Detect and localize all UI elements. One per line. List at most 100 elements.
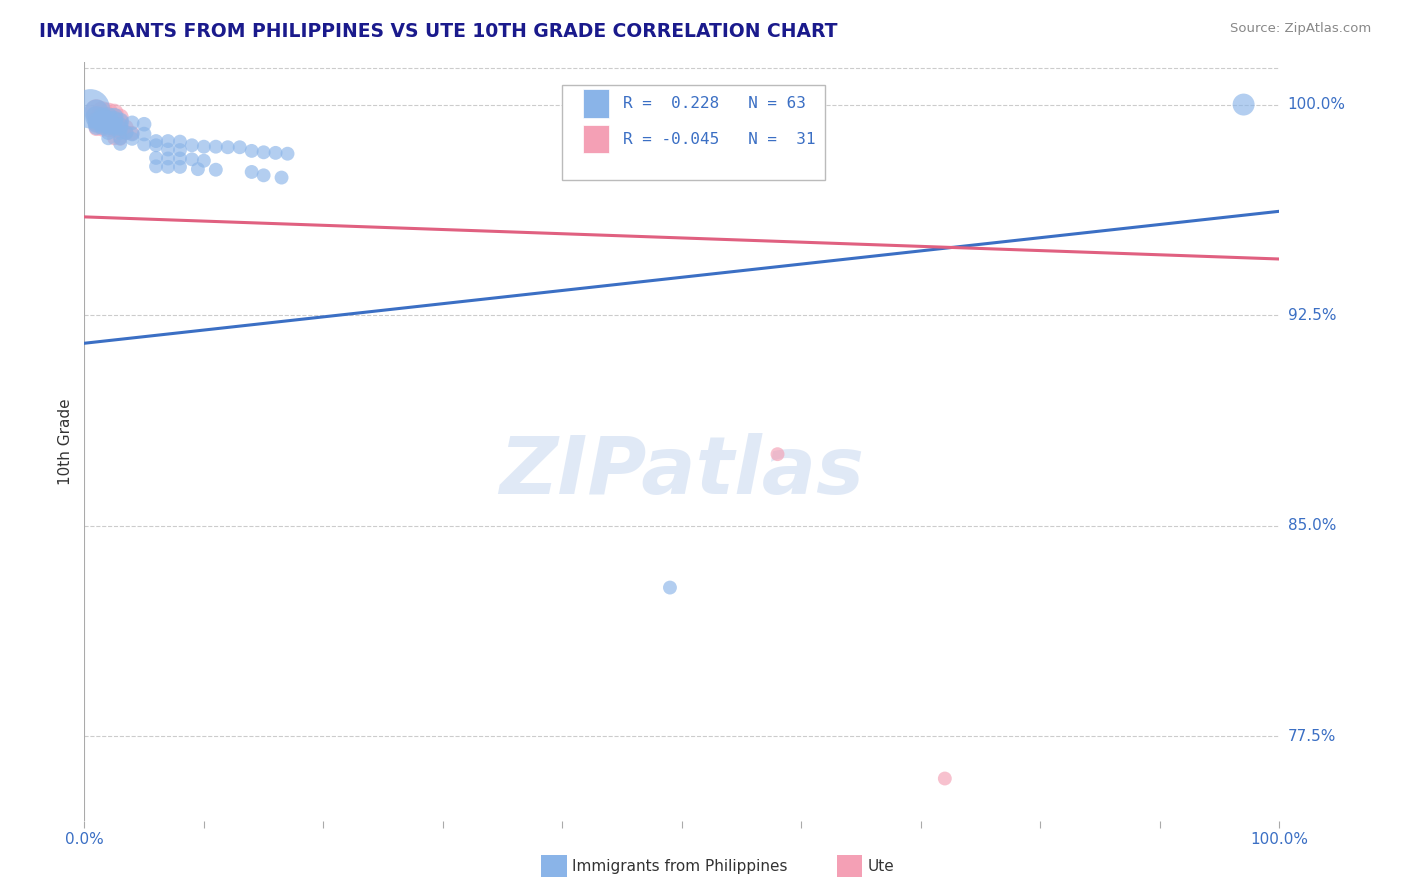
Text: Immigrants from Philippines: Immigrants from Philippines [572, 859, 787, 873]
Point [97, 109, 120, 123]
Point [110, 132, 132, 146]
Point [91, 117, 114, 131]
Text: Source: ZipAtlas.com: Source: ZipAtlas.com [1230, 22, 1371, 36]
Point [91, 110, 114, 124]
Text: IMMIGRANTS FROM PHILIPPINES VS UTE 10TH GRADE CORRELATION CHART: IMMIGRANTS FROM PHILIPPINES VS UTE 10TH … [39, 22, 838, 41]
Text: 85.0%: 85.0% [1288, 518, 1336, 533]
Point [169, 160, 191, 174]
Point [110, 120, 132, 134]
Point [86, 112, 108, 127]
Point [103, 121, 125, 136]
Point [121, 127, 143, 141]
Point [240, 165, 263, 179]
Point [103, 106, 125, 120]
Point [110, 124, 132, 138]
Point [240, 144, 263, 158]
Point [103, 113, 125, 128]
Point [115, 126, 138, 140]
Point [270, 170, 292, 185]
Point [181, 138, 204, 153]
Point [91, 109, 114, 123]
Point [86, 120, 108, 134]
Point [132, 127, 156, 141]
Point [132, 117, 156, 131]
Point [103, 119, 125, 133]
Point [217, 140, 239, 154]
Point [115, 126, 138, 140]
Point [91, 120, 114, 134]
Y-axis label: 10th Grade: 10th Grade [58, 398, 73, 485]
Point [97, 117, 120, 131]
Point [264, 145, 287, 160]
Text: Ute: Ute [868, 859, 894, 873]
Point [193, 139, 215, 153]
Point [103, 114, 125, 128]
Point [157, 160, 180, 174]
Text: 100.0%: 100.0% [1288, 97, 1346, 112]
Point [97, 123, 120, 137]
Point [103, 110, 125, 124]
Point [103, 123, 125, 137]
Bar [582, 125, 609, 153]
Point [86, 121, 108, 136]
Text: R =  0.228   N = 63: R = 0.228 N = 63 [623, 95, 806, 111]
Point [110, 119, 132, 133]
Point [1233, 97, 1256, 112]
Point [145, 138, 167, 153]
Point [934, 772, 956, 786]
Text: 77.5%: 77.5% [1288, 729, 1336, 744]
Point [193, 153, 215, 168]
Point [110, 110, 132, 124]
Point [86, 104, 108, 119]
Point [169, 143, 191, 157]
Point [91, 117, 114, 131]
Point [121, 116, 143, 130]
Point [181, 153, 204, 167]
Point [145, 151, 167, 165]
Point [86, 117, 108, 131]
Point [121, 126, 143, 140]
FancyBboxPatch shape [562, 85, 825, 180]
Point [253, 145, 276, 160]
Point [97, 118, 120, 132]
Point [187, 162, 209, 177]
Point [91, 122, 114, 136]
Point [157, 152, 180, 166]
Point [229, 140, 252, 154]
Point [169, 135, 191, 149]
Point [86, 114, 108, 128]
Point [205, 162, 228, 177]
Point [86, 117, 108, 131]
Point [86, 110, 108, 124]
Point [205, 139, 228, 153]
Point [97, 105, 120, 120]
Point [110, 114, 132, 128]
Text: 92.5%: 92.5% [1288, 308, 1336, 323]
Point [277, 146, 299, 161]
Point [121, 132, 143, 146]
Point [97, 110, 120, 124]
Bar [582, 89, 609, 118]
Point [91, 104, 114, 119]
Point [97, 131, 120, 145]
Point [110, 131, 132, 145]
Point [110, 126, 132, 140]
Point [86, 103, 108, 118]
Point [145, 159, 167, 173]
Point [115, 120, 138, 134]
Point [157, 143, 180, 157]
Point [97, 113, 120, 128]
Text: R = -0.045   N =  31: R = -0.045 N = 31 [623, 131, 815, 146]
Point [91, 113, 114, 128]
Point [79, 102, 101, 116]
Point [103, 110, 125, 124]
Point [145, 134, 167, 148]
Point [110, 121, 132, 136]
Point [97, 113, 120, 128]
Point [103, 119, 125, 133]
Point [110, 114, 132, 128]
Point [103, 131, 125, 145]
Point [97, 126, 120, 140]
Point [659, 581, 682, 595]
Text: ZIPatlas: ZIPatlas [499, 433, 865, 511]
